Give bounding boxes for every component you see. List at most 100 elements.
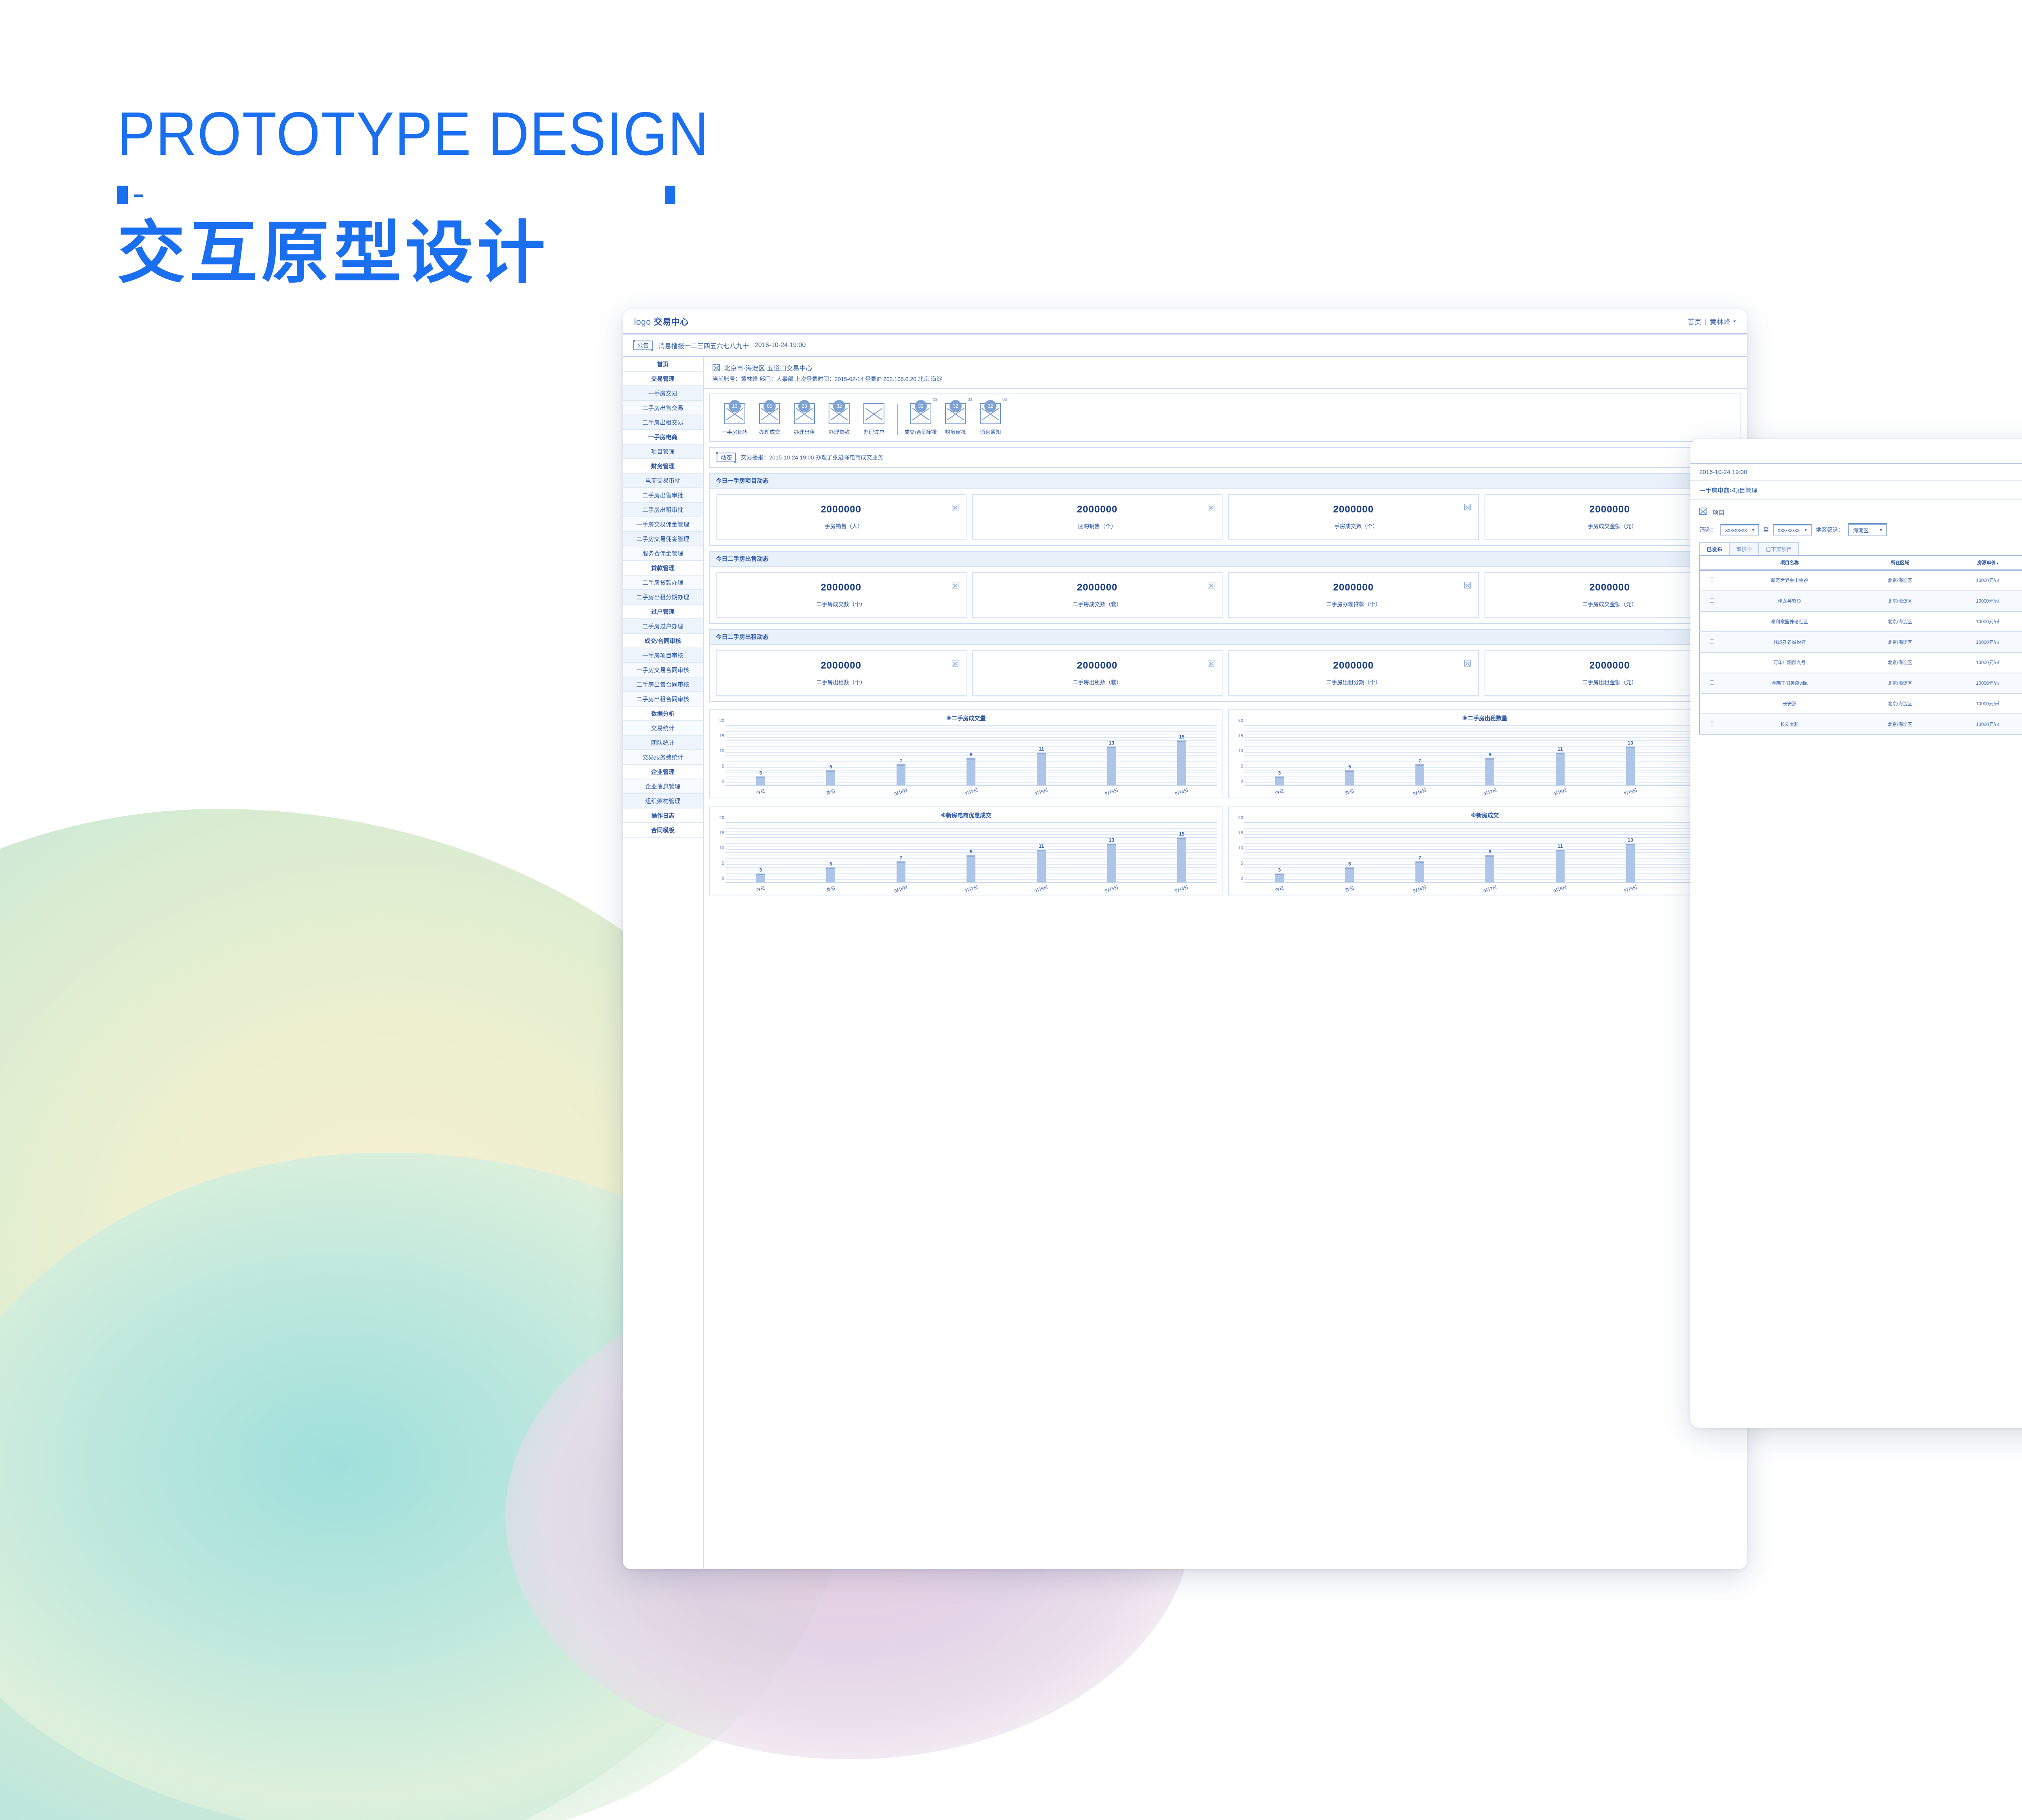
quick-action-办理出租[interactable]: 28 办理出租 (787, 400, 822, 436)
sidebar-item-15[interactable]: 二手房贷款办理 (623, 576, 703, 590)
sidebar-item-25[interactable]: 交易统计 (623, 721, 703, 736)
tab-1[interactable]: 审核中 (1729, 542, 1760, 555)
cell-project-name[interactable]: 金隅正阳美森villa (1724, 673, 1855, 694)
sidebar-item-3[interactable]: 二手房出售交易 (623, 401, 703, 415)
user-name[interactable]: 黄林峰 (1709, 318, 1730, 326)
tab-0[interactable]: 已发布 (1699, 542, 1730, 555)
bar-value-label: 13 (1627, 837, 1633, 843)
quick-action-一手房销售[interactable]: 13 一手房销售 (717, 400, 752, 436)
pagination[interactable]: 上一页123456…下一页共XX条1页GO (1690, 735, 2022, 757)
region-select[interactable]: 海淀区 ▾ (1848, 523, 1887, 536)
date-to-select[interactable]: xxx-xx-xx ▾ (1773, 524, 1812, 535)
quick-actions-row[interactable]: 13 一手房销售 05 办理成交 28 办理出租 32 办理贷款 办理过户 32 03 成交/合同审批… (710, 394, 1741, 441)
row-checkbox[interactable] (1700, 570, 1724, 591)
quick-action-成交/合同审批[interactable]: 32 03 成交/合同审批 (903, 398, 938, 436)
bar-group: 7 (876, 726, 926, 785)
sidebar-item-23[interactable]: 二手房出租合同审核 (623, 692, 703, 707)
sidebar-item-21[interactable]: 一手房交易合同审核 (623, 663, 703, 677)
sidebar-item-29[interactable]: 企业信息管理 (623, 779, 703, 794)
chevron-down-icon[interactable]: ▾ (1733, 319, 1736, 324)
quick-action-办理贷款[interactable]: 32 办理贷款 (822, 400, 857, 436)
sidebar-item-4[interactable]: 二手房出租交易 (623, 415, 703, 430)
column-header-3[interactable]: 房源单价 ▾ (1944, 555, 2022, 571)
y-tick-label: 20 (1238, 718, 1243, 723)
bar-group: 7 (1395, 823, 1445, 882)
sidebar-item-28[interactable]: 企业管理 (623, 765, 703, 779)
row-checkbox[interactable] (1700, 632, 1724, 653)
sidebar-item-6[interactable]: 项目管理 (623, 444, 703, 459)
sidebar-item-8[interactable]: 电商交易审批 (623, 474, 703, 488)
bar-group: 9 (1466, 726, 1515, 785)
sidebar-item-5[interactable]: 一手房电商 (623, 430, 703, 444)
gridline (1244, 842, 1736, 844)
sidebar-item-19[interactable]: 成交/合同审核 (623, 634, 703, 648)
section2-title: 今日二手房出售动态 (710, 552, 1741, 567)
y-tick-label: 5 (1240, 861, 1243, 866)
sidebar-item-26[interactable]: 团队统计 (623, 736, 703, 750)
sidebar-item-1[interactable]: 交易管理 (623, 372, 703, 386)
badge-count: 32 (833, 400, 845, 412)
gridline (1244, 849, 1736, 850)
sidebar-item-label: 一手房交易合同审核 (636, 667, 690, 674)
sidebar-item-32[interactable]: 合同模板 (623, 823, 703, 838)
gridline (725, 740, 1217, 741)
news-text[interactable]: 交易播报：2015-10-24 19:00 办理了张进峰电商成交业务 (741, 454, 884, 461)
sidebar-item-27[interactable]: 交易服务费统计 (623, 750, 703, 765)
quick-action-消息通知[interactable]: 32 03 消息通知 (973, 398, 1008, 436)
sidebar-item-14[interactable]: 贷款管理 (623, 561, 703, 576)
row-checkbox[interactable] (1700, 693, 1724, 715)
sidebar-item-31[interactable]: 操作日志 (623, 808, 703, 823)
cell-region: 北京/海淀区 (1855, 590, 1945, 612)
announcement-text[interactable]: 消息播报一二三四五六七八九十 (658, 343, 749, 350)
bar (1485, 758, 1495, 785)
bar (756, 873, 765, 882)
sidebar-nav[interactable]: 首页 交易管理 一手房交易 二手房出售交易 二手房出租交易 一手房电商 项目管理 财务管理 电商… (623, 357, 704, 1568)
cell-project-name[interactable]: 新奇世界金山金谷 (1724, 570, 1855, 591)
sidebar-item-0[interactable]: 首页 (623, 357, 703, 372)
sidebar-item-20[interactable]: 一手房项目审核 (623, 648, 703, 663)
bar (1485, 855, 1495, 882)
y-tick-label: 20 (1238, 815, 1243, 820)
sidebar-item-11[interactable]: 一手房交易佣金管理 (623, 517, 703, 532)
chart-title: ※新房电商优惠成交 (940, 812, 992, 819)
row-checkbox[interactable] (1700, 590, 1724, 612)
sidebar-item-13[interactable]: 服务费佣金管理 (623, 546, 703, 561)
tab-2[interactable]: 已下架项目 (1758, 542, 1800, 555)
sidebar-item-12[interactable]: 二手房交易佣金管理 (623, 532, 703, 546)
row-checkbox[interactable] (1700, 611, 1724, 633)
sidebar-item-22[interactable]: 二手房出售合同审核 (623, 677, 703, 692)
bar (1415, 861, 1424, 882)
sidebar-item-7[interactable]: 财务管理 (623, 459, 703, 474)
cell-project-name[interactable]: 长安源 (1724, 693, 1855, 715)
sidebar-item-label: 二手房出租分期办理 (636, 594, 690, 601)
sidebar-item-30[interactable]: 组织架构管理 (623, 794, 703, 808)
sidebar-item-10[interactable]: 二手房出租审批 (623, 503, 703, 517)
sidebar-item-9[interactable]: 二手房出售审批 (623, 488, 703, 503)
cell-project-name[interactable]: 长安太和 (1724, 714, 1855, 735)
cell-project-name[interactable]: 佳龙英繁杉 (1724, 590, 1855, 612)
chart-bars: 3 5 7 9 11 13 15 (725, 823, 1217, 882)
date-to-value: xxx-xx-xx (1778, 527, 1800, 533)
cell-project-name[interactable]: 万年广阳郡九号 (1724, 652, 1855, 673)
cell-project-name[interactable]: 鼎成孔雀城悦府 (1724, 632, 1855, 653)
row-checkbox[interactable] (1700, 714, 1724, 735)
gridline (725, 822, 1217, 823)
sidebar-item-label: 成交/合同审核 (644, 638, 681, 645)
cell-project-name[interactable]: 泰和家园养老社区 (1724, 611, 1855, 633)
tab-bar[interactable]: 已发布 审核中 已下架项目 (1690, 542, 2022, 555)
bar-group: 11 (1017, 823, 1066, 882)
sidebar-item-18[interactable]: 二手房过户办理 (623, 619, 703, 634)
stat-card: 2000000 一手房成交数（个） (1228, 494, 1479, 540)
quick-action-办理过户[interactable]: 办理过户 (857, 403, 891, 436)
row-checkbox[interactable] (1700, 652, 1724, 673)
sidebar-item-17[interactable]: 过户管理 (623, 605, 703, 619)
headline-chinese: 交互原型设计 (117, 215, 549, 291)
home-link[interactable]: 首页 (1688, 318, 1702, 326)
quick-action-办理成交[interactable]: 05 办理成交 (752, 400, 787, 436)
sidebar-item-2[interactable]: 一手房交易 (623, 386, 703, 401)
quick-action-财务审批[interactable]: 32 03 财务审批 (938, 398, 973, 436)
sidebar-item-24[interactable]: 数据分析 (623, 707, 703, 721)
sidebar-item-16[interactable]: 二手房出租分期办理 (623, 590, 703, 605)
date-from-select[interactable]: xxx-xx-xx ▾ (1720, 524, 1759, 535)
row-checkbox[interactable] (1700, 673, 1724, 694)
